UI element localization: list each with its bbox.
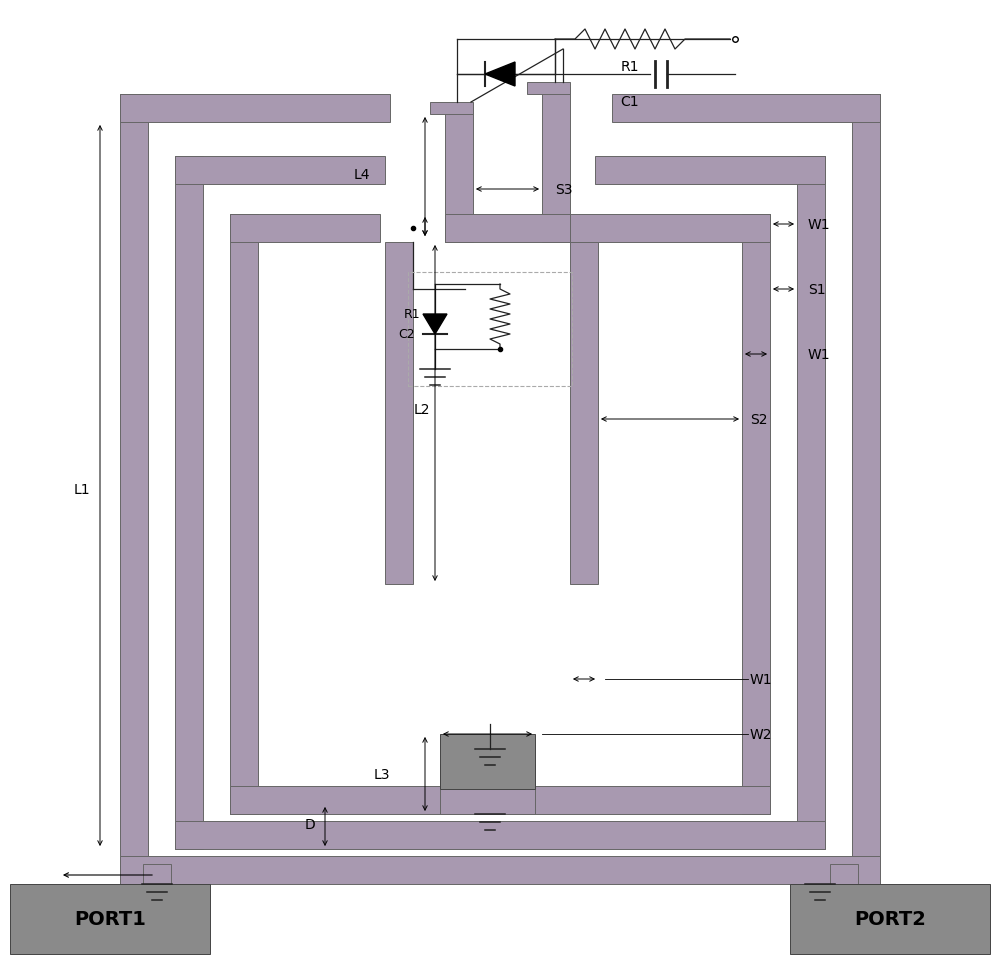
Text: L4: L4 [354,168,370,182]
Bar [445,215,570,243]
Bar [230,215,258,814]
Bar [175,157,385,185]
Bar [830,864,858,884]
Polygon shape [423,315,447,334]
Bar [527,83,570,95]
Bar [570,215,770,243]
Text: W1: W1 [750,672,773,686]
Text: R1: R1 [403,308,420,321]
Bar [852,95,880,884]
Text: L2: L2 [414,402,430,417]
Text: PORT1: PORT1 [74,910,146,928]
Bar [175,821,825,849]
Text: W2: W2 [750,728,772,741]
Bar [120,857,880,884]
Text: L1: L1 [73,483,90,496]
Text: W1: W1 [808,218,831,232]
Bar [542,88,570,243]
Bar [143,864,171,884]
Bar [507,765,535,814]
Bar [790,884,990,954]
Bar [120,95,390,123]
Bar [742,215,770,814]
Text: S2: S2 [750,413,768,426]
Bar [440,765,468,814]
Bar [230,215,380,243]
Text: W1: W1 [808,348,831,361]
Text: C2: C2 [398,328,415,341]
Bar [175,157,203,849]
Bar [10,884,210,954]
Text: C1: C1 [621,95,639,109]
Text: R1: R1 [621,60,639,74]
Text: D: D [304,817,315,831]
Bar [445,108,473,243]
Text: S1: S1 [808,283,826,297]
Polygon shape [485,63,515,87]
Bar [595,157,825,185]
Text: S3: S3 [555,183,572,197]
Text: L3: L3 [374,767,390,781]
Bar [120,95,148,884]
Bar [570,243,598,584]
Bar [385,243,413,584]
Bar [230,786,770,814]
Bar [612,95,880,123]
Bar [440,735,535,789]
Bar [797,157,825,849]
Bar [430,103,473,115]
Bar [440,786,535,814]
Text: PORT2: PORT2 [854,910,926,928]
